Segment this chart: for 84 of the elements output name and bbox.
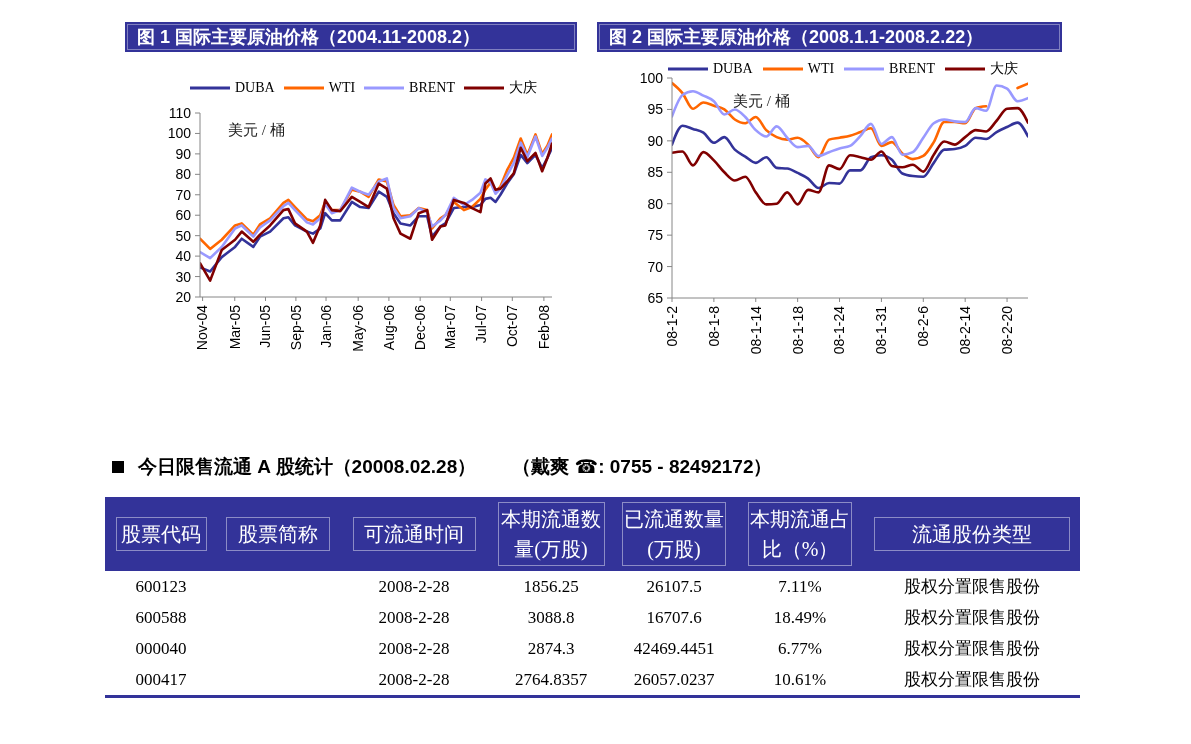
text: 7.11% <box>778 577 822 596</box>
x-tick-label: May-06 <box>350 304 367 352</box>
x-tick-label: 08-1-18 <box>789 305 806 355</box>
legend-label: BRENT <box>409 80 455 96</box>
text: 42469.4451 <box>633 639 715 658</box>
y-tick-label: 90 <box>647 132 664 149</box>
x-tick-label: Nov-04 <box>194 304 211 351</box>
y-tick-label: 80 <box>175 166 192 183</box>
text: 2008-2-28 <box>378 639 450 658</box>
text: 股权分置限售股份 <box>904 608 1040 627</box>
text: 3088.8 <box>527 608 575 627</box>
text: 26107.5 <box>646 577 702 596</box>
legend-label: 大庆 <box>509 80 537 96</box>
text: 2008-2-28 <box>378 608 450 627</box>
text: 今日限售流通 A 股统计（20008.02.28） <box>138 455 477 479</box>
text: 18.49% <box>773 608 827 627</box>
x-tick-label: Jul-07 <box>473 304 490 344</box>
text: 26057.0237 <box>633 670 715 689</box>
text: 2008-2-28 <box>378 670 450 689</box>
text: 10.61% <box>773 670 827 689</box>
y-tick-label: 70 <box>175 186 192 203</box>
x-tick-label: Mar-05 <box>226 304 243 350</box>
y-tick-label: 50 <box>175 227 192 244</box>
category-label: 本期流通数量(万股) <box>501 508 601 560</box>
y-axis-title: 美元 / 桶 <box>228 122 285 138</box>
x-tick-label: Aug-06 <box>380 304 397 351</box>
x-tick-label: 08-1-8 <box>705 305 722 347</box>
text: 2764.8357 <box>514 670 588 689</box>
y-tick-label: 75 <box>647 227 664 244</box>
legend-label: WTI <box>807 61 835 77</box>
y-tick-label: 100 <box>167 125 192 142</box>
y-tick-label: 70 <box>647 258 664 275</box>
text: 000040 <box>135 639 187 658</box>
x-tick-label: Sep-05 <box>287 304 304 351</box>
x-tick-label: 08-1-2 <box>663 305 680 347</box>
text: （戴爽 ☎: 0755 - 82492172） <box>512 455 773 479</box>
x-tick-label: 08-2-6 <box>915 305 932 347</box>
text: 600123 <box>135 577 187 596</box>
text: 2008-2-28 <box>378 577 450 596</box>
category-label: 已流通数量(万股) <box>624 508 724 560</box>
y-tick-label: 90 <box>175 145 192 162</box>
category-label: 可流通时间 <box>364 523 464 545</box>
legend-label: 大庆 <box>990 61 1018 77</box>
y-tick-label: 30 <box>175 268 192 285</box>
y-tick-label: 20 <box>175 288 192 305</box>
x-tick-label: 08-2-20 <box>998 305 1015 355</box>
category-label: 股票简称 <box>238 523 318 545</box>
text: 股权分置限售股份 <box>904 577 1040 596</box>
legend-label: DUBA <box>713 61 753 77</box>
legend-label: DUBA <box>235 80 275 96</box>
y-tick-label: 100 <box>639 69 664 86</box>
text: 000417 <box>135 670 187 689</box>
text: 16707.6 <box>646 608 702 627</box>
y-tick-label: 110 <box>168 104 192 121</box>
x-tick-label: Dec-06 <box>412 304 429 351</box>
y-tick-label: 80 <box>647 195 664 212</box>
x-tick-label: Mar-07 <box>442 304 459 350</box>
text: 600588 <box>135 608 187 627</box>
y-tick-label: 65 <box>647 289 664 306</box>
x-tick-label: Feb-08 <box>535 304 552 350</box>
x-tick-label: 08-2-14 <box>957 305 974 355</box>
x-tick-label: 08-1-24 <box>831 305 848 355</box>
text: 6.77% <box>778 639 822 658</box>
legend-label: BRENT <box>889 61 935 77</box>
x-tick-label: 08-1-14 <box>747 305 764 355</box>
y-tick-label: 40 <box>175 248 192 265</box>
x-tick-label: Jun-05 <box>257 304 274 348</box>
legend-label: WTI <box>328 80 356 96</box>
text: 2874.3 <box>527 639 575 658</box>
x-tick-label: Oct-07 <box>504 304 521 348</box>
y-tick-label: 60 <box>175 207 192 224</box>
text: 股权分置限售股份 <box>904 639 1040 658</box>
category-label: 本期流通占比（%） <box>750 508 850 560</box>
x-tick-label: Jan-06 <box>317 304 334 348</box>
y-tick-label: 85 <box>647 164 664 181</box>
y-tick-label: 95 <box>647 101 664 118</box>
category-label: 股票代码 <box>121 523 201 545</box>
x-tick-label: 08-1-31 <box>873 305 890 355</box>
chart-title: 图 1 国际主要原油价格（2004.11-2008.2） <box>137 27 481 47</box>
text: 1856.25 <box>523 577 579 596</box>
chart-title: 图 2 国际主要原油价格（2008.1.1-2008.2.22） <box>609 27 984 47</box>
y-axis-title: 美元 / 桶 <box>733 93 790 109</box>
text: 股权分置限售股份 <box>904 670 1040 689</box>
category-label: 流通股份类型 <box>912 523 1032 545</box>
